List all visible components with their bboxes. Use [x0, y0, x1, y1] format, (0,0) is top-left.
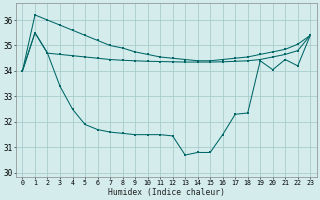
X-axis label: Humidex (Indice chaleur): Humidex (Indice chaleur)	[108, 188, 225, 197]
